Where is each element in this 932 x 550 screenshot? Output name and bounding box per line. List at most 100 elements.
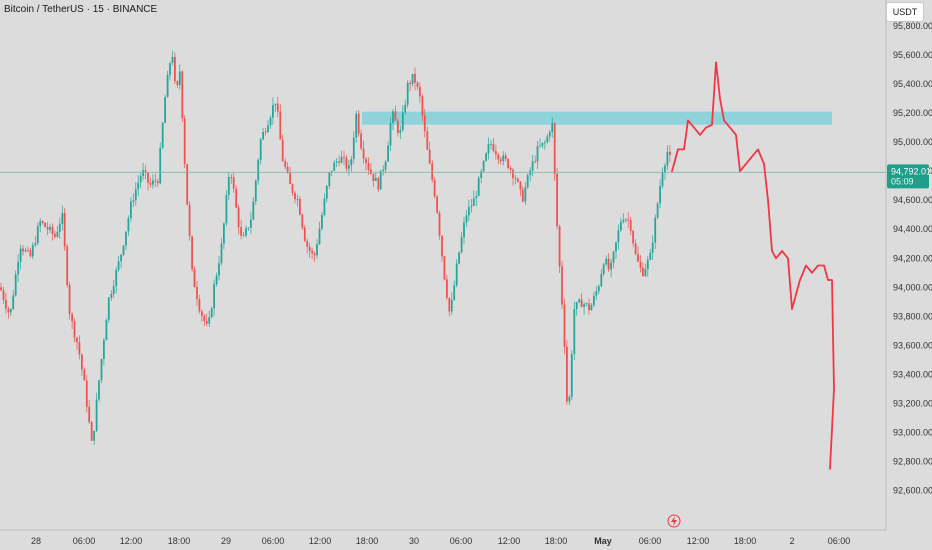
candle-body bbox=[159, 147, 162, 184]
candle-body bbox=[115, 269, 118, 287]
candle-body bbox=[31, 245, 34, 257]
candle-body bbox=[66, 246, 69, 285]
candle-body bbox=[651, 242, 654, 253]
candle-body bbox=[622, 219, 625, 222]
candle-body bbox=[237, 207, 240, 228]
candle-body bbox=[147, 172, 149, 183]
candle-body bbox=[17, 261, 20, 275]
candle-body bbox=[382, 169, 385, 171]
candle-body bbox=[78, 342, 81, 355]
candle-body bbox=[392, 111, 394, 123]
candle-body bbox=[365, 158, 367, 163]
candle-body bbox=[203, 315, 206, 321]
candle-body bbox=[54, 233, 56, 237]
candle-body bbox=[22, 248, 24, 252]
time-tick-label: 06:00 bbox=[828, 536, 851, 546]
candle-body bbox=[664, 165, 666, 173]
candle-body bbox=[130, 201, 132, 219]
candle-body bbox=[607, 258, 610, 270]
candle-body bbox=[223, 223, 225, 244]
time-tick-label: 2 bbox=[789, 536, 794, 546]
price-tick-label: 95,600.00 bbox=[893, 50, 932, 60]
supply-zone-rect[interactable] bbox=[362, 111, 832, 125]
candle-body bbox=[472, 198, 475, 206]
candle-body bbox=[240, 227, 242, 236]
candle-body bbox=[218, 263, 220, 276]
time-tick-label: 18:00 bbox=[734, 536, 757, 546]
candle-body bbox=[539, 145, 541, 147]
candle-body bbox=[230, 177, 233, 178]
countdown-timer: 05:09 bbox=[891, 176, 914, 186]
candle-body bbox=[602, 264, 605, 274]
candle-body bbox=[458, 252, 460, 264]
candle-body bbox=[0, 287, 2, 291]
candle-body bbox=[495, 151, 497, 155]
candle-body bbox=[201, 311, 203, 316]
candle-body bbox=[338, 161, 340, 163]
time-tick-label: 29 bbox=[221, 536, 231, 546]
candle-body bbox=[107, 297, 110, 320]
candle-body bbox=[441, 235, 443, 257]
candle-body bbox=[166, 75, 169, 98]
candle-body bbox=[450, 299, 453, 312]
candle-body bbox=[259, 139, 262, 160]
candle-body bbox=[610, 262, 612, 270]
candle-body bbox=[220, 243, 223, 264]
candle-body bbox=[497, 154, 500, 160]
time-tick-label: 18:00 bbox=[545, 536, 568, 546]
candle-body bbox=[44, 222, 46, 228]
time-tick-label: 06:00 bbox=[639, 536, 662, 546]
supply-zone-layer bbox=[362, 111, 832, 125]
candle-body bbox=[41, 221, 44, 223]
candle-body bbox=[81, 354, 83, 370]
time-tick-label: May bbox=[594, 536, 612, 546]
candle-body bbox=[215, 275, 218, 285]
candle-body bbox=[620, 221, 622, 231]
candle-body bbox=[348, 165, 350, 169]
candle-body bbox=[193, 269, 196, 288]
candle-body bbox=[605, 258, 608, 265]
projection-drawing[interactable] bbox=[671, 61, 835, 470]
candle-body bbox=[49, 226, 51, 230]
currency-button[interactable]: USDT bbox=[886, 2, 924, 22]
candle-body bbox=[639, 261, 642, 268]
candle-body bbox=[627, 219, 630, 221]
candle-body bbox=[502, 155, 505, 162]
candle-body bbox=[61, 213, 64, 224]
candle-body bbox=[583, 304, 585, 307]
candle-body bbox=[558, 226, 561, 267]
price-tick-label: 94,200.00 bbox=[893, 253, 932, 263]
chart-title: Bitcoin / TetherUS · 15 · BINANCE bbox=[4, 4, 158, 15]
candle-body bbox=[624, 219, 627, 221]
candle-body bbox=[389, 123, 392, 146]
candle-body bbox=[51, 226, 54, 234]
candle-body bbox=[343, 156, 345, 158]
candle-body bbox=[98, 380, 100, 400]
flash-icon[interactable] bbox=[667, 514, 681, 528]
candle-body bbox=[73, 321, 76, 338]
candle-body bbox=[492, 143, 495, 152]
candle-body bbox=[568, 396, 571, 402]
candle-body bbox=[468, 206, 470, 216]
candle-body bbox=[181, 71, 184, 119]
candle-body bbox=[311, 250, 313, 254]
candle-body bbox=[357, 113, 360, 134]
candle-body bbox=[642, 267, 644, 276]
candle-body bbox=[428, 149, 431, 164]
candle-body bbox=[100, 359, 103, 381]
time-tick-label: 12:00 bbox=[309, 536, 332, 546]
price-tick-label: 93,000.00 bbox=[893, 427, 932, 437]
candle-body bbox=[578, 299, 581, 303]
candle-body bbox=[152, 180, 154, 185]
candle-body bbox=[438, 212, 441, 236]
candle-body bbox=[144, 170, 147, 173]
price-tick-label: 93,800.00 bbox=[893, 311, 932, 321]
candle-body bbox=[225, 195, 228, 224]
time-axis: 28 06:00 12:00 18:00 29 06:00 12:00 18:00 30 06:0… bbox=[31, 536, 850, 546]
candle-body bbox=[213, 284, 215, 309]
candle-body bbox=[575, 302, 578, 310]
candle-body bbox=[267, 125, 269, 132]
candle-body bbox=[303, 227, 306, 242]
price-tick-label: 92,800.00 bbox=[893, 456, 932, 466]
